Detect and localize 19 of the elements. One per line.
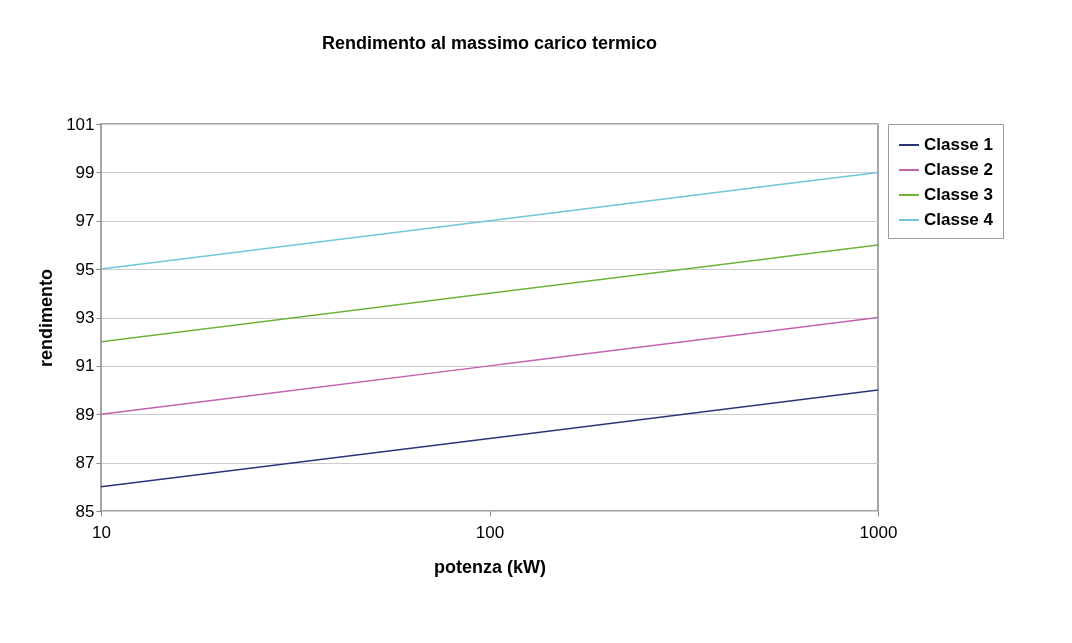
y-tick-label: 91 <box>75 356 95 376</box>
y-tick-label: 89 <box>75 404 95 424</box>
legend-label: Classe 1 <box>924 135 993 154</box>
x-tick-label: 100 <box>475 522 505 542</box>
legend-label: Classe 2 <box>924 160 993 179</box>
y-tick-label: 85 <box>75 501 95 521</box>
y-tick-label: 99 <box>75 162 95 182</box>
x-axis-title: potenza (kW) <box>434 556 546 577</box>
x-tick-label: 10 <box>92 522 111 542</box>
y-axis-title: rendimento <box>36 268 57 368</box>
y-tick-label: 93 <box>75 308 95 327</box>
y-tick-label: 95 <box>75 259 95 279</box>
x-tick-label: 1000 <box>859 522 898 542</box>
y-tick-label: 101 <box>66 114 95 134</box>
legend-label: Classe 4 <box>924 210 994 229</box>
y-tick-label: 97 <box>75 211 95 231</box>
y-tick-label: 87 <box>75 453 95 473</box>
chart-title: Rendimento al massimo carico termico <box>321 33 658 53</box>
legend-label: Classe 3 <box>924 185 993 204</box>
